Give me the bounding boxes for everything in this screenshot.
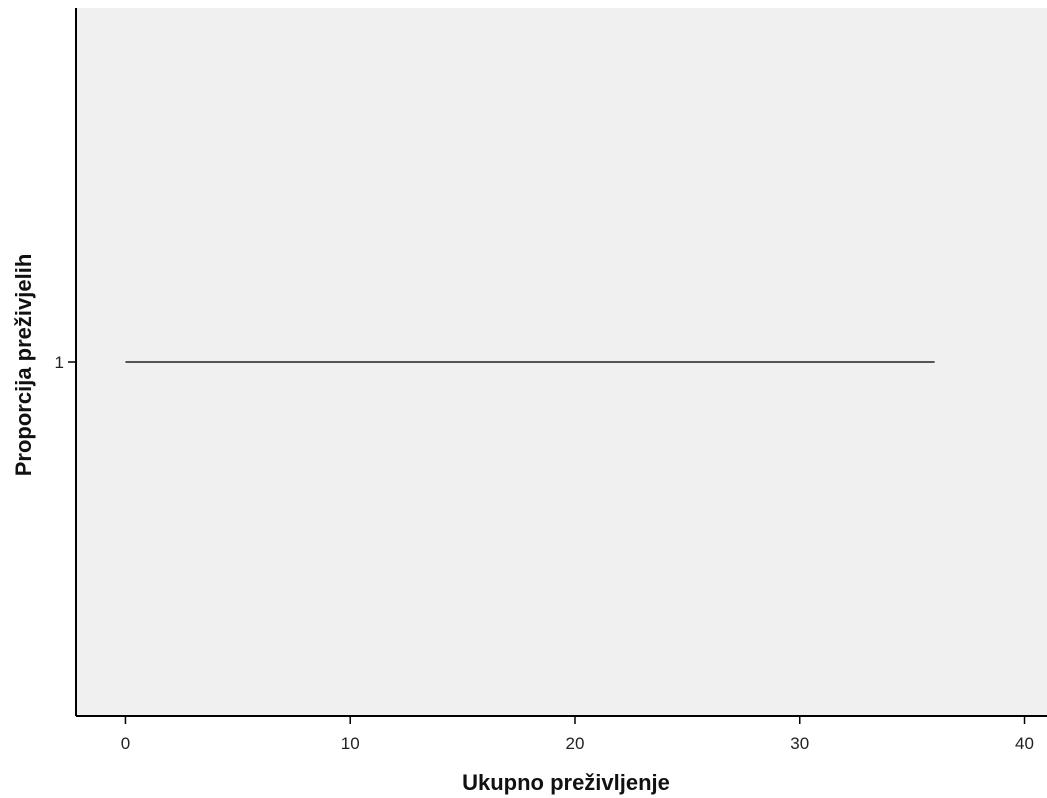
x-tick-label: 10 [341,734,360,753]
x-tick-label: 40 [1015,734,1034,753]
x-tick-label: 30 [790,734,809,753]
x-axis-ticks: 0 10 20 30 40 [121,716,1034,753]
y-tick-label: 1 [55,353,64,372]
y-axis-ticks: 1 [55,353,76,372]
x-tick-label: 0 [121,734,130,753]
y-axis-title: Proporcija preživjelih [11,254,36,477]
x-tick-label: 20 [566,734,585,753]
x-axis-title: Ukupno preživljenje [462,770,670,795]
